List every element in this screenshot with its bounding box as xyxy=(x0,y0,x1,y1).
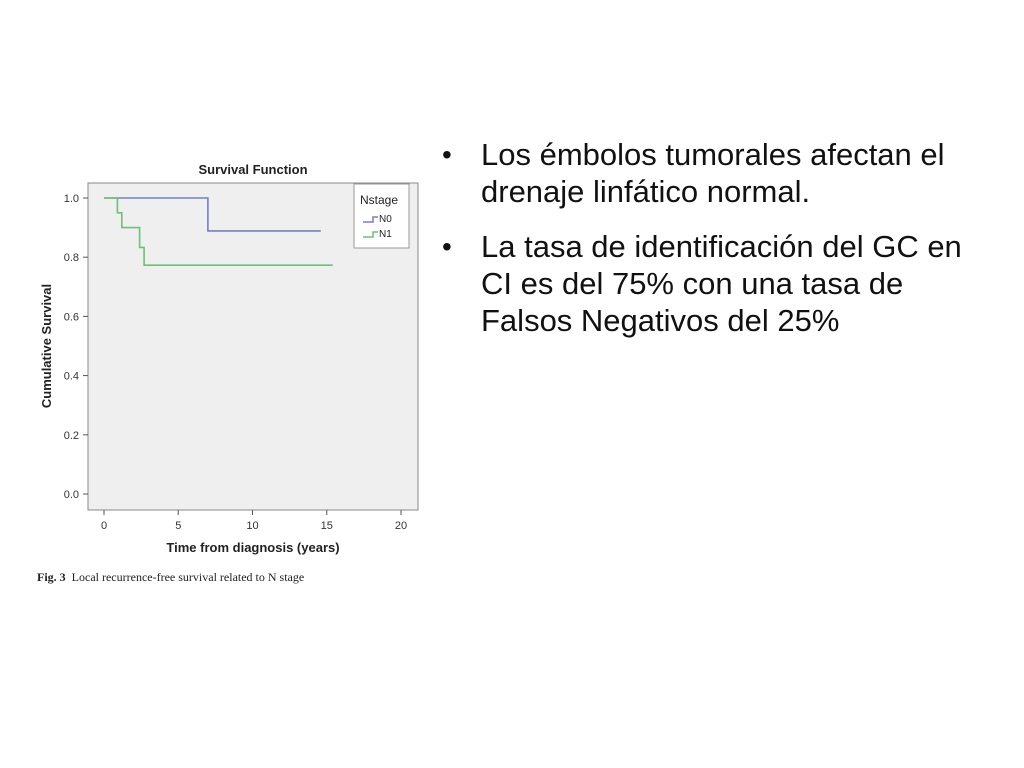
bullet-list: • Los émbolos tumorales afectan el drena… xyxy=(440,136,1000,357)
x-tick-label: 15 xyxy=(321,520,333,532)
x-tick-label: 0 xyxy=(101,520,107,532)
bullet-item: • Los émbolos tumorales afectan el drena… xyxy=(440,136,1000,210)
y-tick-label: 1.0 xyxy=(64,193,79,205)
x-axis-label: Time from diagnosis (years) xyxy=(166,540,339,555)
legend-label-n1: N1 xyxy=(379,229,392,240)
bullet-item: • La tasa de identificación del GC en CI… xyxy=(440,228,1000,339)
legend-swatch-n0 xyxy=(363,216,378,223)
series-line-n0 xyxy=(104,197,321,232)
legend-title: Nstage xyxy=(360,193,398,207)
chart-title: Survival Function xyxy=(198,162,307,177)
x-tick-label: 20 xyxy=(395,520,407,532)
survival-chart: Survival Function 0.0 0.2 0.4 0.6 0.8 1.0 0 5 1… xyxy=(0,0,430,600)
series-line-n1 xyxy=(104,197,333,266)
series-layer xyxy=(104,197,333,266)
bullet-marker: • xyxy=(442,139,452,170)
bullet-marker: • xyxy=(442,231,452,262)
figure-caption-text: Local recurrence-free survival related t… xyxy=(71,570,305,584)
bullet-text: Los émbolos tumorales afectan el drenaje… xyxy=(481,137,945,209)
x-tick-label: 10 xyxy=(246,520,258,532)
figure-caption-label: Fig. 3 xyxy=(37,570,66,584)
y-tick-label: 0.4 xyxy=(64,371,79,383)
x-tick-label: 5 xyxy=(175,520,181,532)
y-axis-label: Cumulative Survival xyxy=(39,284,54,408)
legend-swatch-n1 xyxy=(363,231,378,238)
bullet-text: La tasa de identificación del GC en CI e… xyxy=(481,229,962,338)
y-axis: 0.0 0.2 0.4 0.6 0.8 1.0 xyxy=(64,193,88,501)
x-axis: 0 5 10 15 20 xyxy=(101,510,407,532)
y-tick-label: 0.2 xyxy=(64,430,79,442)
y-tick-label: 0.6 xyxy=(64,311,79,323)
figure-caption: Fig. 3 Local recurrence-free survival rel… xyxy=(37,570,304,585)
y-tick-label: 0.0 xyxy=(64,489,79,501)
legend-label-n0: N0 xyxy=(379,214,392,225)
y-tick-label: 0.8 xyxy=(64,252,79,264)
survival-chart-svg: Survival Function 0.0 0.2 0.4 0.6 0.8 1.0 0 5 1… xyxy=(39,162,419,555)
